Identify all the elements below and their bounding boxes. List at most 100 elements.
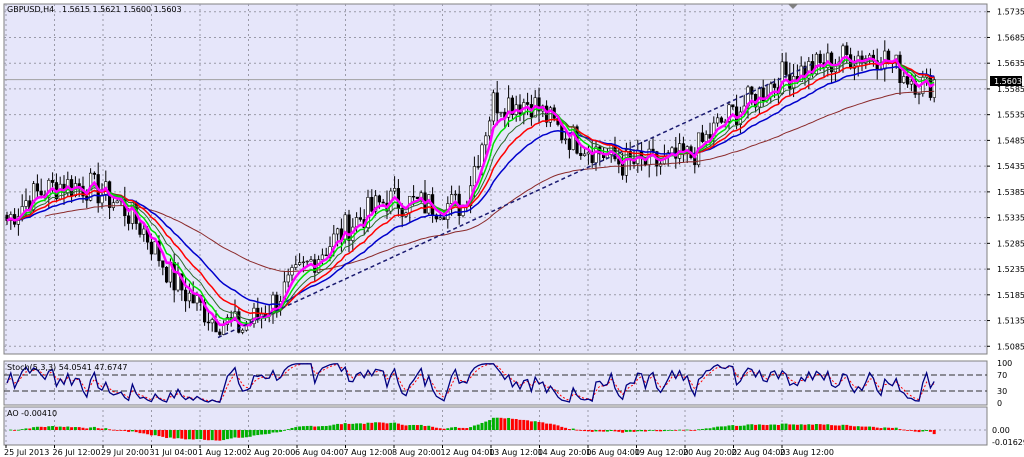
ao-bar	[868, 426, 872, 430]
candlestick	[537, 87, 541, 124]
trendline[interactable]	[217, 63, 813, 339]
ao-bar	[849, 425, 853, 430]
ao-bar	[400, 424, 404, 430]
ao-bar	[442, 428, 446, 430]
ao-bar	[461, 427, 465, 430]
ao-bar	[366, 422, 370, 430]
ao-bar	[294, 427, 298, 430]
candlestick	[700, 124, 704, 144]
time-axis: 25 Jul 2013 26 Jul 12:00 29 Jul 20:00 31 Ju…	[4, 445, 834, 457]
ma-blue-line	[6, 65, 935, 306]
candlestick	[563, 132, 568, 145]
candlestick	[252, 302, 256, 328]
ao-bar	[225, 430, 229, 440]
ao-bar	[408, 425, 412, 430]
ao-bar	[431, 426, 435, 430]
ao-bar	[700, 428, 704, 430]
ao-bar	[807, 424, 811, 430]
ao-bar	[108, 429, 112, 431]
ao-bar	[54, 426, 58, 430]
candlestick	[567, 137, 571, 159]
ao-bar	[765, 425, 769, 430]
ao-bar	[252, 430, 256, 436]
price-tick-label: 1.5585	[997, 85, 1024, 94]
ao-bar	[332, 424, 336, 430]
ao-bar	[324, 425, 328, 430]
ao-bar	[784, 423, 788, 430]
ao-bar	[28, 428, 32, 430]
ao-bar	[605, 430, 609, 432]
ao-bar	[712, 427, 716, 430]
ao-bar	[351, 423, 355, 430]
ao-bar	[85, 428, 89, 430]
time-tick-label: 25 Jul 2013	[4, 448, 49, 457]
ao-bar	[845, 424, 849, 430]
ao-bar	[374, 422, 378, 430]
ao-bar	[16, 429, 20, 431]
ao-bar	[792, 424, 796, 430]
ao-bar	[522, 419, 526, 430]
ao-bar	[279, 430, 283, 432]
ao-bar	[484, 421, 488, 430]
ao-bar	[586, 430, 590, 432]
ao-bar	[602, 430, 606, 432]
ao-bar	[909, 430, 913, 431]
time-tick-label: 26 Jul 12:00	[53, 448, 101, 457]
ao-bar	[697, 429, 701, 431]
ao-bar	[837, 425, 841, 430]
candlestick	[510, 95, 515, 120]
price-tick-label: 1.5535	[997, 111, 1024, 120]
candlestick	[487, 116, 492, 141]
ao-bar	[355, 423, 359, 430]
ao-bar	[628, 430, 632, 432]
chart-shift-marker-icon[interactable]	[788, 4, 798, 9]
main-price-plot	[4, 40, 987, 339]
ao-bar	[632, 430, 636, 432]
candlestick	[814, 52, 818, 76]
ao-bar	[678, 429, 682, 431]
ao-bar	[89, 427, 93, 430]
ao-bar	[575, 429, 579, 431]
candlestick	[506, 85, 511, 127]
ao-bar	[887, 427, 891, 430]
ao-bar	[902, 429, 906, 431]
ao-bar	[803, 424, 807, 430]
ao-bar	[841, 424, 845, 430]
ao-bar	[716, 426, 720, 430]
ao-bar	[206, 430, 210, 441]
price-tick-label: 1.5235	[997, 265, 1024, 274]
candlestick	[294, 255, 298, 271]
ao-bar	[814, 424, 818, 430]
ao-bar	[738, 425, 742, 430]
ao-bar	[214, 430, 218, 441]
ao-bar	[928, 430, 932, 432]
ao-bar	[275, 430, 279, 433]
candlestick	[392, 176, 397, 195]
ao-bar	[742, 425, 746, 430]
ao-bar	[624, 430, 628, 432]
ao-bar	[780, 423, 784, 430]
stoch-tick-label: 100	[997, 359, 1012, 368]
ao-bar	[320, 426, 324, 430]
ao-bar	[104, 428, 108, 430]
ao-bar	[347, 423, 351, 430]
ao-bar	[552, 424, 556, 430]
price-tick-label: 1.5385	[997, 188, 1024, 197]
ao-bar	[518, 419, 522, 430]
ao-bar	[222, 430, 226, 441]
ao-bar	[241, 430, 245, 438]
ma-red-line	[6, 61, 935, 315]
candlestick	[370, 189, 374, 213]
ao-bar	[244, 430, 248, 438]
ao-bar	[339, 424, 343, 430]
ao-bar	[282, 430, 286, 431]
ao-bar	[111, 429, 115, 431]
candlestick	[309, 256, 313, 262]
ao-bar	[199, 430, 203, 440]
candlestick	[373, 190, 378, 217]
time-tick-label: 14 Aug 20:00	[538, 448, 592, 457]
ao-bar	[526, 420, 530, 430]
ao-bar	[248, 430, 252, 437]
ao-bar	[879, 428, 883, 430]
